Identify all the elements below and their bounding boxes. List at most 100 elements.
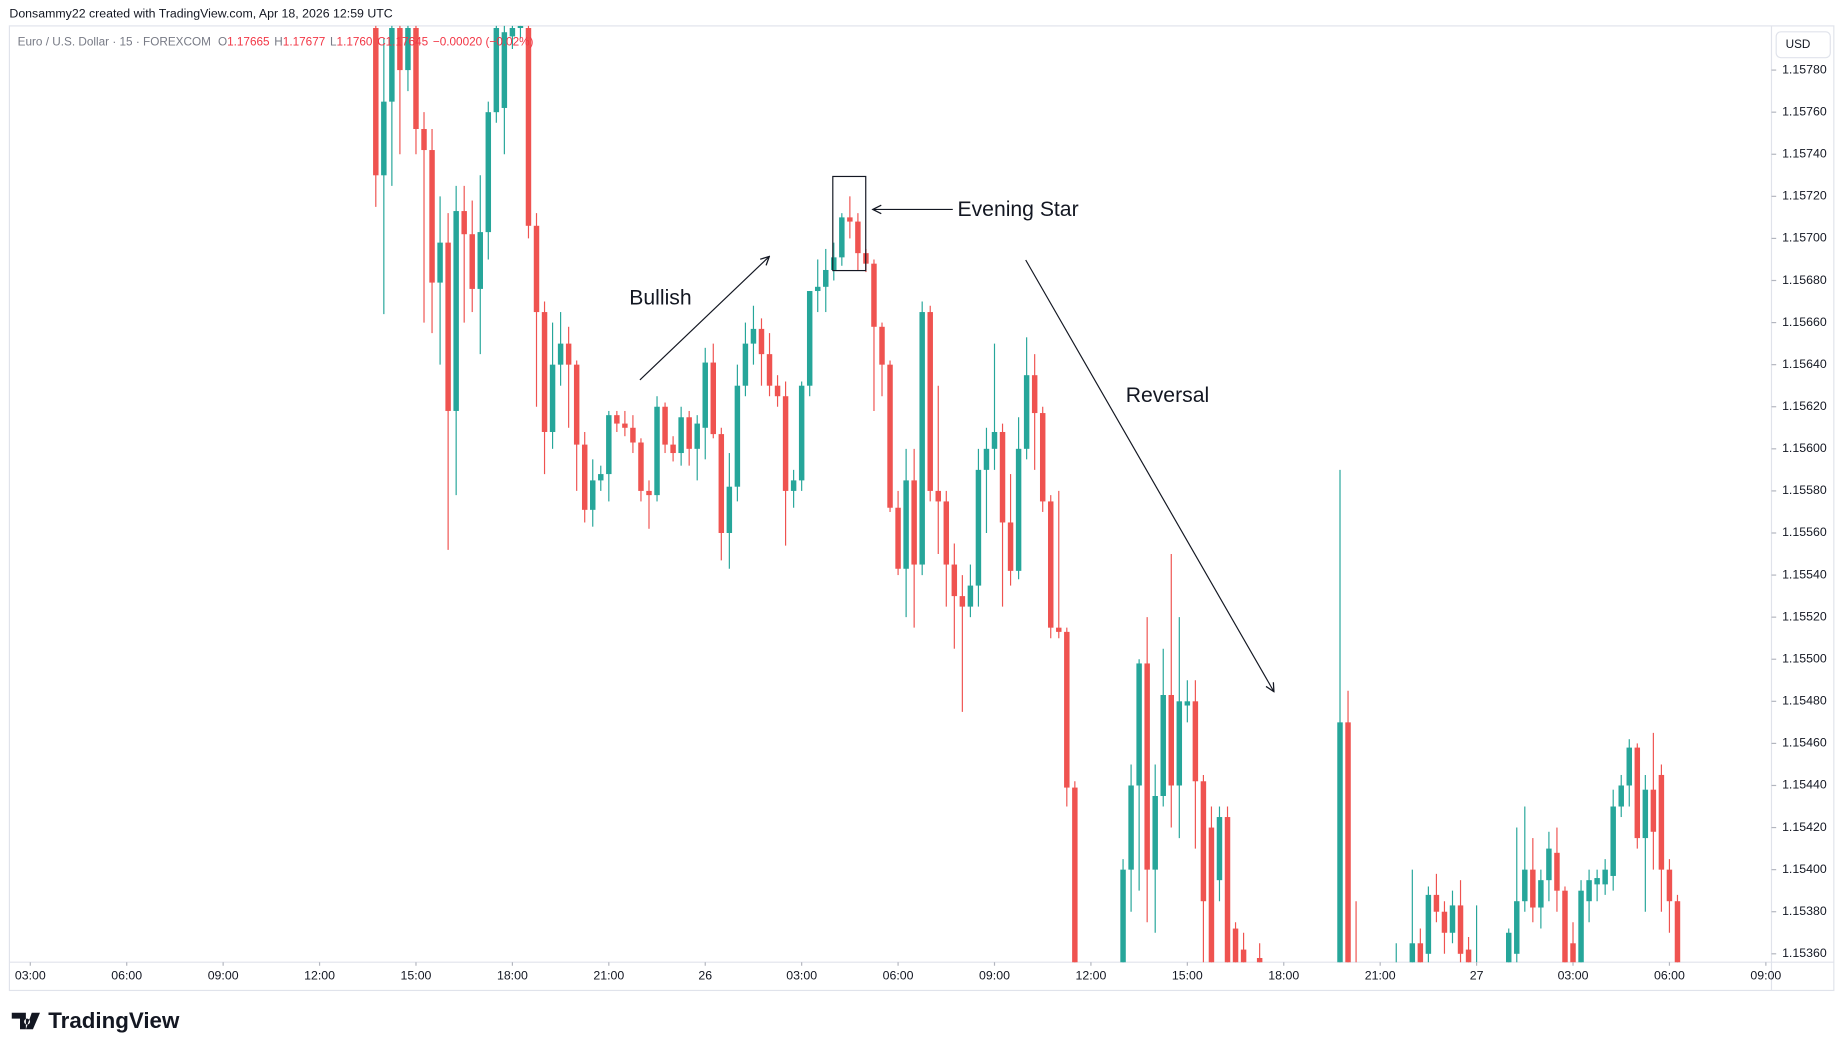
candle-body: [598, 474, 604, 481]
candle-body: [718, 434, 725, 533]
candle-body: [975, 469, 982, 586]
candle-body: [1409, 943, 1416, 963]
candle-body: [1031, 375, 1038, 414]
candle-body: [790, 480, 797, 491]
candle-body: [806, 291, 813, 386]
candle-body: [927, 312, 933, 491]
candle-body: [565, 343, 572, 365]
x-tick-label: 18:00: [1268, 969, 1299, 983]
candle-body: [1056, 627, 1062, 632]
brand-icon: [11, 1012, 40, 1030]
candle-body: [1240, 949, 1247, 963]
x-tick-label: 06:00: [111, 969, 142, 983]
candle-body: [710, 362, 717, 435]
candle-body: [1048, 501, 1054, 628]
candle-body: [533, 225, 540, 313]
candle-body: [911, 480, 917, 565]
candle-body: [742, 343, 749, 386]
candle-body: [654, 406, 660, 496]
candle-body: [614, 415, 620, 424]
candle-body: [662, 406, 668, 445]
candle-body: [1200, 781, 1207, 902]
ohlc-value: 1.17677: [283, 35, 325, 48]
symbol-header: Euro / U.S. Dollar · 15 · FOREXCOM O1.176…: [18, 35, 534, 48]
candle-body: [381, 101, 387, 176]
x-tick-label: 03:00: [786, 969, 817, 983]
candle-body: [549, 364, 556, 432]
candle-body: [1337, 722, 1343, 963]
y-tick-label: 1.15620: [1782, 399, 1827, 413]
candle-body: [373, 28, 379, 176]
y-tick-label: 1.15680: [1782, 273, 1827, 287]
candle-body: [1152, 796, 1158, 870]
candle-body: [421, 129, 427, 151]
ohlc-change: −0.00020 (−0.02%): [433, 35, 534, 48]
candle-body: [1578, 890, 1584, 963]
y-tick-label: 1.15640: [1782, 357, 1827, 371]
ohlc-label: O: [218, 35, 227, 48]
y-tick-label: 1.15380: [1782, 904, 1827, 918]
candle-body: [1168, 695, 1174, 786]
brand-name: TradingView: [48, 1008, 180, 1033]
annotation: Reversal: [1126, 384, 1209, 407]
bullish-arrow: [639, 256, 769, 381]
ohlc-value: C1.17645: [377, 35, 428, 48]
y-tick-label: 1.15520: [1782, 609, 1827, 623]
candle-body: [493, 28, 500, 113]
currency-button[interactable]: [1775, 31, 1831, 59]
candle-body: [1666, 869, 1673, 902]
y-tick-label: 1.15580: [1782, 483, 1827, 497]
x-tick-label: 09:00: [979, 969, 1010, 983]
candle-body: [525, 28, 532, 226]
chart-frame: [8, 25, 1835, 992]
candle-body: [1457, 905, 1464, 954]
candle-body: [1465, 949, 1472, 963]
candle-body: [1674, 901, 1681, 963]
candle-body: [726, 486, 733, 533]
candle-body: [951, 564, 958, 597]
y-tick-label: 1.15760: [1782, 104, 1827, 118]
candle-body: [943, 501, 950, 565]
candle-body: [469, 234, 475, 289]
y-tick-label: 1.15500: [1782, 652, 1827, 666]
candle-body: [694, 423, 700, 449]
brand-logo: TradingView: [11, 1008, 180, 1033]
candle-body: [1224, 817, 1231, 963]
candle-body: [1602, 869, 1608, 885]
x-tick-label: 03:00: [1558, 969, 1589, 983]
candle-body: [1626, 747, 1632, 786]
candle-body: [1015, 448, 1022, 571]
candle-body: [1522, 869, 1528, 902]
candle-body: [1023, 375, 1030, 449]
candle-body: [1618, 785, 1624, 807]
reversal-arrow: [1025, 259, 1274, 692]
y-tick-label: 1.15360: [1782, 946, 1827, 960]
candle-body: [1417, 943, 1424, 963]
candle-body: [509, 28, 516, 37]
candle-body: [485, 112, 492, 233]
candle-body: [686, 417, 692, 449]
x-tick-label: 21:00: [593, 969, 624, 983]
candle-body: [1256, 958, 1263, 963]
candle-body: [903, 480, 909, 569]
x-tick-label: 26: [698, 969, 712, 983]
candle-body: [541, 312, 548, 432]
candle-body: [429, 150, 435, 283]
candle-body: [1072, 787, 1078, 963]
y-tick-label: 1.15400: [1782, 862, 1827, 876]
x-tick-label: 03:00: [15, 969, 46, 983]
y-tick-label: 1.15700: [1782, 231, 1827, 245]
candle-body: [405, 28, 411, 71]
candle-body: [445, 242, 451, 411]
candle-body: [517, 25, 524, 29]
candle-body: [750, 328, 757, 344]
y-tick-label: 1.15780: [1782, 62, 1827, 76]
candle-body: [1594, 878, 1600, 885]
annotation: Evening Star: [957, 198, 1078, 221]
candle-body: [638, 442, 644, 491]
candle-body: [461, 211, 467, 235]
evening-star-box: [832, 175, 867, 272]
candle-body: [437, 242, 443, 283]
